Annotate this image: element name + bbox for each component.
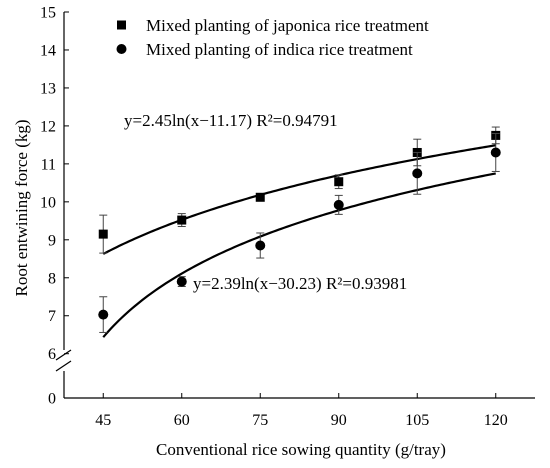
japonica-point <box>177 215 187 225</box>
indica-point <box>333 199 344 210</box>
y-axis: 0 6 7 8 9 10 11 12 13 14 15 <box>40 5 72 408</box>
axis-break-mark <box>55 349 72 361</box>
japonica-point <box>98 229 108 239</box>
series-layer <box>98 126 501 338</box>
legend-marker-square <box>117 20 126 30</box>
japonica-fit-equation: y=2.45ln(x−11.17) R²=0.94791 <box>124 111 338 130</box>
fit-annotations: y=2.45ln(x−11.17) R²=0.94791 y=2.39ln(x−3… <box>124 111 407 293</box>
japonica-point <box>255 192 265 202</box>
x-tick-label: 60 <box>174 412 190 429</box>
x-tick-label: 105 <box>405 412 429 429</box>
x-tick-label: 90 <box>331 412 347 429</box>
legend-item-indica: Mixed planting of indica rice treatment <box>116 40 413 59</box>
y-tick-label: 0 <box>48 391 56 408</box>
legend-label: Mixed planting of japonica rice treatmen… <box>146 16 429 35</box>
indica-point <box>255 240 266 251</box>
x-axis: 45 60 75 90 105 120 <box>64 393 535 429</box>
legend-marker-circle <box>116 44 127 54</box>
legend: Mixed planting of japonica rice treatmen… <box>116 16 429 59</box>
y-tick-label: 11 <box>41 156 56 173</box>
y-tick-label: 10 <box>40 194 56 211</box>
y-tick-label: 8 <box>48 270 56 287</box>
y-tick-label: 12 <box>40 118 56 135</box>
legend-label: Mixed planting of indica rice treatment <box>146 40 413 59</box>
japonica-point <box>334 177 344 187</box>
legend-item-japonica: Mixed planting of japonica rice treatmen… <box>117 16 429 35</box>
japonica-fit-curve <box>102 144 496 255</box>
indica-point <box>98 309 109 320</box>
y-tick-label: 14 <box>40 42 56 59</box>
indica-fit-equation: y=2.39ln(x−30.23) R²=0.93981 <box>193 274 407 293</box>
y-tick-label: 9 <box>48 232 56 249</box>
x-tick-label: 75 <box>252 412 268 429</box>
x-tick-label: 45 <box>95 412 111 429</box>
indica-fit-curve <box>102 172 496 338</box>
indica-point <box>176 276 187 287</box>
indica-point <box>490 147 501 158</box>
y-axis-label: Root entwining force (kg) <box>12 119 31 296</box>
y-tick-label: 7 <box>48 308 56 325</box>
axis-break-mark <box>55 360 72 372</box>
indica-point <box>412 168 423 179</box>
x-axis-label: Conventional rice sowing quantity (g/tra… <box>156 440 446 459</box>
y-tick-label: 13 <box>40 80 56 97</box>
x-tick-label: 120 <box>484 412 508 429</box>
y-tick-label: 15 <box>40 5 56 22</box>
y-tick-label: 6 <box>48 346 56 363</box>
